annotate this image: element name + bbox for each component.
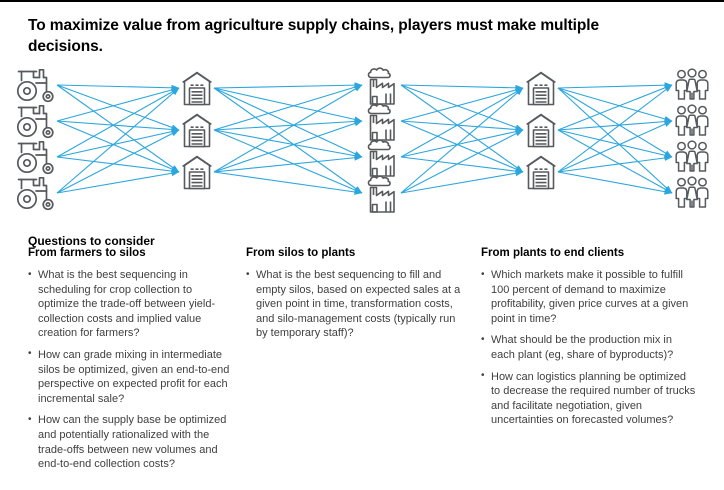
flow-arrow	[557, 84, 673, 173]
flow-arrow	[557, 87, 673, 194]
flow-arrow	[56, 120, 180, 173]
flow-arrow	[213, 87, 363, 158]
questions-column-farmers-to-silos: From farmers to silos What is the best s…	[28, 247, 233, 479]
flow-arrow	[400, 87, 524, 194]
flow-arrow	[557, 87, 673, 122]
flow-arrow	[56, 87, 180, 158]
tractor-icon	[16, 176, 54, 211]
tractor-icon	[16, 104, 54, 139]
flow-arrow	[557, 87, 673, 158]
flow-arrow	[400, 84, 524, 91]
flow-arrow	[400, 120, 524, 133]
flow-arrow	[56, 156, 180, 175]
flow-arrow	[400, 84, 524, 131]
question-list: What is the best sequencing to fill and …	[246, 268, 464, 341]
questions-column-plants-to-end-clients: From plants to end clients Which markets…	[481, 247, 697, 435]
exhibit-title: To maximize value from agriculture suppl…	[28, 17, 599, 55]
flow-arrow	[400, 87, 524, 122]
silo-icon	[181, 71, 213, 106]
plant-icon	[367, 175, 395, 213]
flow-arrow	[557, 129, 673, 159]
flow-arrow	[557, 118, 673, 131]
flow-arrow	[56, 128, 180, 158]
flow-arrow	[213, 84, 363, 131]
flow-arrow	[400, 84, 524, 173]
flow-arrow	[56, 87, 180, 122]
question-list: What is the best sequencing in schedulin…	[28, 268, 233, 472]
tractor-icon	[16, 68, 54, 103]
flow-arrow	[56, 120, 180, 133]
flow-arrow	[557, 171, 673, 195]
flow-arrow	[400, 87, 524, 158]
flow-arrow	[213, 129, 363, 194]
silo-icon	[525, 155, 557, 190]
question-bullet: How can logistics planning be optimized …	[481, 369, 697, 428]
silo-icon	[181, 113, 213, 148]
flow-arrow	[213, 84, 363, 173]
flow-arrow	[213, 120, 363, 173]
flow-arrow	[213, 87, 363, 123]
flow-arrow	[557, 129, 673, 194]
question-list: Which markets make it possible to fulfil…	[481, 267, 697, 428]
supply-chain-network	[16, 67, 709, 213]
top-border-rule	[0, 0, 724, 2]
flow-arrow	[400, 120, 524, 173]
question-bullet: What is the best sequencing in schedulin…	[28, 268, 233, 341]
flow-arrow	[56, 84, 180, 91]
flow-arrow	[213, 118, 363, 131]
flow-arrow	[400, 129, 524, 194]
plant-icon	[367, 139, 395, 177]
column-header: From plants to end clients	[481, 247, 625, 259]
clients-icon	[675, 68, 709, 100]
flow-arrow	[400, 170, 524, 194]
flow-arrow	[56, 129, 180, 194]
clients-icon	[675, 176, 709, 208]
flow-arrow	[557, 155, 673, 173]
silo-icon	[525, 71, 557, 106]
flow-arrow	[213, 129, 363, 159]
question-bullet: Which markets make it possible to fulfil…	[481, 267, 697, 326]
column-header: From silos to plants	[246, 247, 356, 259]
question-bullet: How can grade mixing in intermediate sil…	[28, 347, 233, 406]
silo-icon	[525, 113, 557, 148]
tractor-icon	[16, 140, 54, 175]
flow-arrow	[213, 87, 363, 194]
flow-arrow	[56, 170, 180, 194]
question-bullet: How can the supply base be optimized and…	[28, 413, 233, 471]
flow-arrow	[557, 120, 673, 173]
column-header: From farmers to silos	[28, 247, 146, 259]
flow-arrow	[557, 84, 673, 131]
flow-arrow	[56, 84, 180, 173]
clients-icon	[675, 104, 709, 136]
flow-arrow	[213, 171, 363, 195]
clients-icon	[675, 140, 709, 172]
questions-column-silos-to-plants: From silos to plants What is the best se…	[246, 247, 464, 348]
flow-arrow	[400, 128, 524, 158]
flow-arrow	[213, 82, 363, 89]
plant-icon	[367, 67, 395, 105]
flow-arrow	[213, 154, 363, 173]
question-bullet: What should be the production mix in eac…	[481, 333, 697, 362]
silo-icon	[181, 155, 213, 190]
flow-arrow	[400, 156, 524, 175]
flow-arrow	[56, 87, 180, 194]
question-bullet: What is the best sequencing to fill and …	[246, 268, 464, 341]
plant-icon	[367, 103, 395, 141]
flow-arrow	[56, 84, 180, 131]
questions-heading: Questions to consider	[28, 233, 155, 248]
flow-arrow	[557, 82, 673, 89]
